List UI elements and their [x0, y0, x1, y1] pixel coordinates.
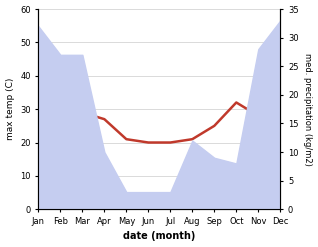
Y-axis label: med. precipitation (kg/m2): med. precipitation (kg/m2) — [303, 53, 313, 165]
X-axis label: date (month): date (month) — [123, 231, 196, 242]
Y-axis label: max temp (C): max temp (C) — [5, 78, 15, 140]
